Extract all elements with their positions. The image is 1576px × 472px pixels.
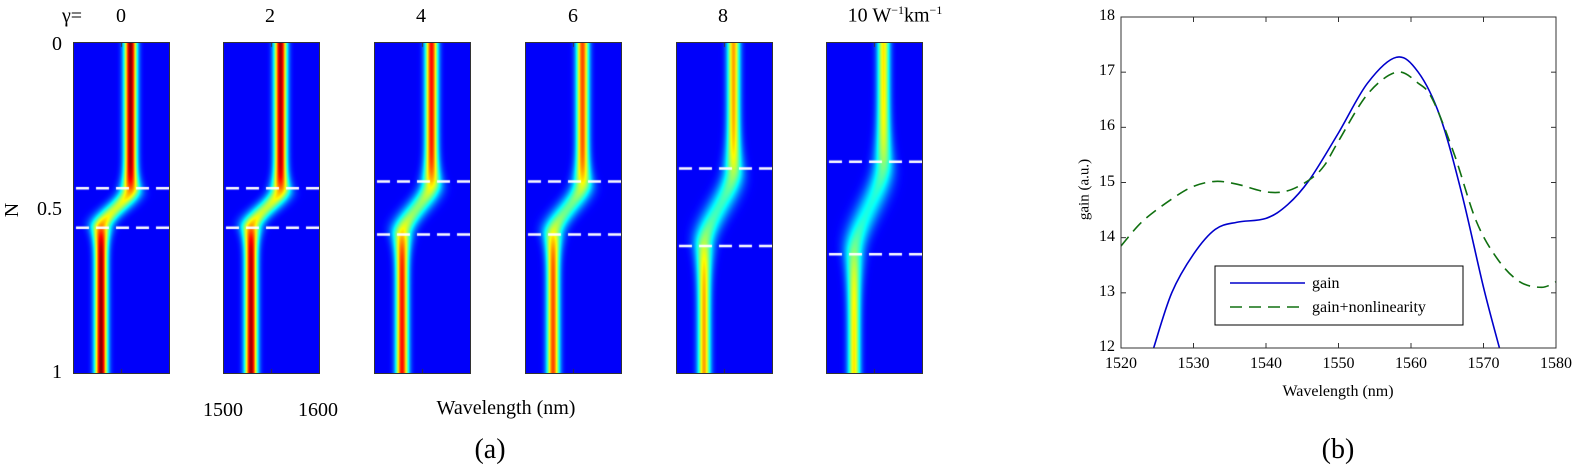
unit-w: W — [872, 4, 892, 27]
gamma-10-value: 10 — [847, 4, 868, 27]
y-tick-label-b: 12 — [1099, 338, 1115, 355]
panel-label-b: (b) — [1321, 434, 1355, 465]
plot-frame — [1120, 16, 1557, 349]
panel-title-gamma-8: 8 — [718, 5, 728, 27]
x-tick-label-b: 1530 — [1177, 355, 1210, 372]
gamma-label: γ= — [61, 5, 83, 27]
panel-title-gamma-6: 6 — [568, 5, 578, 27]
series-line-gain — [1152, 56, 1501, 348]
unit-sup: −1 — [929, 3, 943, 17]
y-tick-a: 0 — [52, 33, 62, 55]
panel-title-gamma-2: 2 — [265, 5, 275, 27]
panel-title-gamma-0: 0 — [116, 5, 126, 27]
heatmap-gamma-0 — [73, 42, 170, 374]
y-tick-label-b: 17 — [1099, 62, 1115, 80]
series-line-gain-nonlinearity — [1121, 71, 1556, 289]
heatmap-gamma-2 — [223, 42, 320, 374]
x-tick-label-b: 1580 — [1540, 355, 1572, 372]
heatmap-gamma-8 — [676, 42, 773, 374]
x-tick-label-b: 1560 — [1395, 355, 1427, 372]
heatmap-gamma-4 — [374, 42, 471, 374]
y-tick-a: 0.5 — [37, 198, 62, 220]
y-tick-label-b: 15 — [1099, 172, 1115, 190]
x-axis-label-b: Wavelength (nm) — [1282, 383, 1394, 400]
legend-box — [1214, 265, 1464, 326]
x-tick-label-b: 1520 — [1105, 355, 1137, 372]
x-tick-label-b: 1570 — [1467, 355, 1500, 372]
panel-title-gamma-4: 4 — [416, 5, 426, 27]
panel-title-gamma-10: 10 W−1km−1 — [848, 4, 943, 26]
heatmap-gamma-10 — [826, 42, 923, 374]
legend-label: gain+nonlinearity — [1312, 299, 1426, 316]
x-tick-a: 1500 — [203, 399, 243, 421]
unit-km: km — [903, 4, 930, 27]
y-tick-label-b: 18 — [1099, 7, 1115, 24]
panel-label-a: (a) — [474, 434, 506, 465]
y-tick-label-b: 13 — [1099, 282, 1115, 300]
y-axis-label-b: gain (a.u.) — [1076, 158, 1093, 221]
y-tick-a: 1 — [52, 361, 62, 383]
x-tick-a: 1600 — [298, 399, 338, 421]
x-tick-label-b: 1550 — [1322, 355, 1355, 372]
y-tick-label-b: 14 — [1099, 227, 1115, 245]
heatmap-gamma-6 — [525, 42, 622, 374]
x-tick-label-b: 1540 — [1250, 355, 1282, 372]
y-tick-label-b: 16 — [1099, 117, 1115, 135]
legend-label: gain — [1312, 275, 1340, 292]
x-axis-label-a: Wavelength (nm) — [436, 397, 576, 419]
unit-sup: −1 — [891, 3, 904, 17]
